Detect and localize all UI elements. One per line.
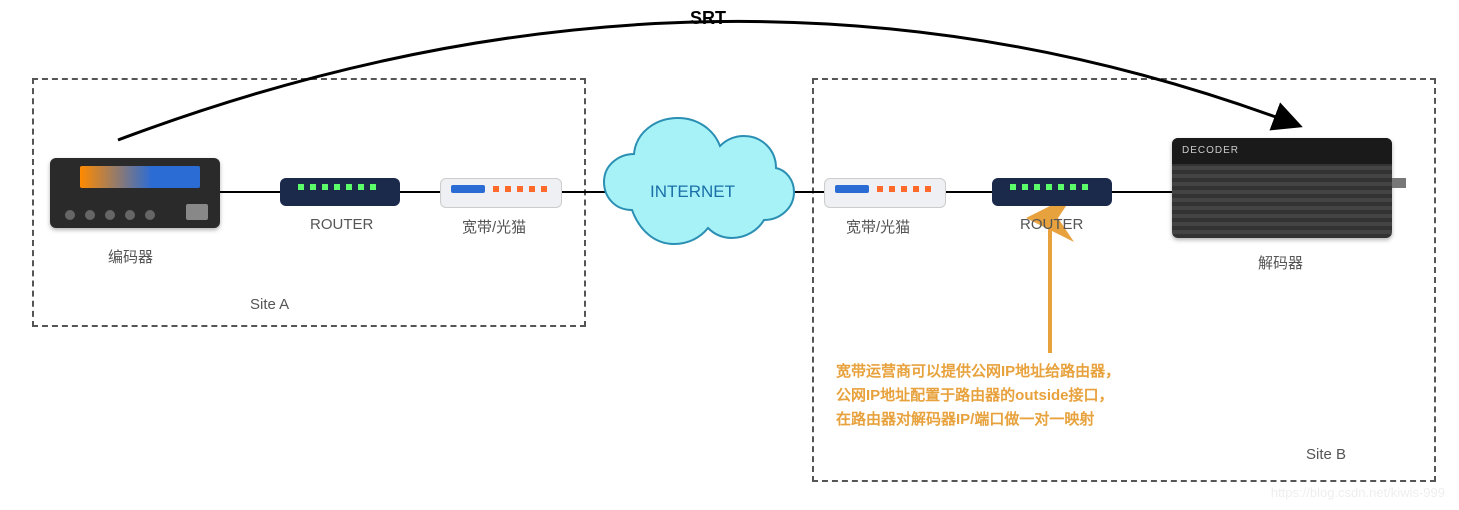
router-b-device xyxy=(992,178,1112,206)
callout-line-1: 宽带运营商可以提供公网IP地址给路由器， xyxy=(836,360,1120,384)
modem-b-label: 宽带/光猫 xyxy=(846,216,910,237)
router-b-label: ROUTER xyxy=(1020,216,1083,233)
router-a-device xyxy=(280,178,400,206)
modem-a-device xyxy=(440,178,562,208)
internet-label: INTERNET xyxy=(650,182,735,202)
internet-cloud-icon xyxy=(604,118,794,244)
watermark-text: https://blog.csdn.net/kiwis-999 xyxy=(1271,485,1445,500)
encoder-label: 编码器 xyxy=(108,246,153,267)
callout-text: 宽带运营商可以提供公网IP地址给路由器， 公网IP地址配置于路由器的outsid… xyxy=(836,360,1120,432)
callout-line-2: 公网IP地址配置于路由器的outside接口， xyxy=(836,384,1120,408)
svg-layer xyxy=(0,0,1459,510)
decoder-label: 解码器 xyxy=(1258,252,1303,273)
callout-line-3: 在路由器对解码器IP/端口做一对一映射 xyxy=(836,408,1120,432)
site-b-label: Site B xyxy=(1306,446,1346,463)
site-a-label: Site A xyxy=(250,296,289,313)
modem-a-label: 宽带/光猫 xyxy=(462,216,526,237)
router-a-label: ROUTER xyxy=(310,216,373,233)
modem-b-device xyxy=(824,178,946,208)
decoder-badge: DECODER xyxy=(1172,138,1392,164)
srt-arc-icon xyxy=(118,21,1300,140)
decoder-device: DECODER xyxy=(1172,138,1392,238)
encoder-device xyxy=(50,158,220,228)
